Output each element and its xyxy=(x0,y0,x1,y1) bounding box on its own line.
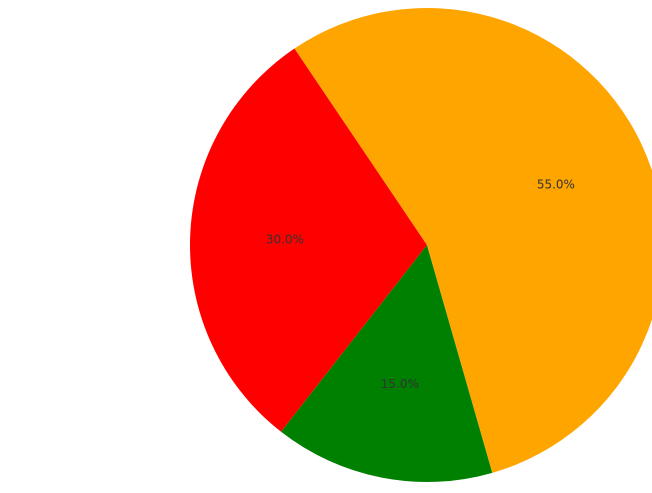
pie-slices xyxy=(190,8,652,482)
slice-percent-label-1: 15.0% xyxy=(381,377,419,391)
slice-percent-label-0: 30.0% xyxy=(266,233,304,247)
pie-slice-0 xyxy=(190,48,427,432)
pie-slice-2 xyxy=(294,8,652,473)
pie-slice-1 xyxy=(281,245,493,482)
slice-percent-label-2: 55.0% xyxy=(537,177,575,191)
percentage-labels: 30.0% 15.0% 55.0% xyxy=(266,177,575,391)
